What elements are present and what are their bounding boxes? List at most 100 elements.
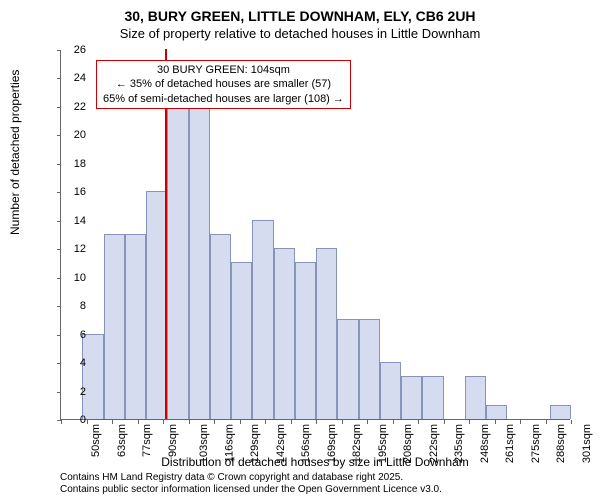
x-tick-mark [189,420,190,424]
histogram-bar [422,376,443,419]
x-tick-mark [495,420,496,424]
y-tick-mark [57,135,61,136]
histogram-bar [295,262,316,419]
x-tick-mark [240,420,241,424]
histogram-bar [486,405,507,419]
annotation-line3: 65% of semi-detached houses are larger (… [103,92,344,106]
x-tick-mark [444,420,445,424]
histogram-bar [82,334,103,419]
y-tick-label: 12 [62,243,86,255]
y-tick-mark [57,278,61,279]
x-tick-label: 248sqm [479,424,491,463]
x-tick-label: 275sqm [530,424,542,463]
x-tick-label: 77sqm [141,424,153,457]
histogram-bar [359,319,380,419]
x-tick-label: 182sqm [351,424,363,463]
y-tick-label: 20 [62,129,86,141]
annotation-box: 30 BURY GREEN: 104sqm← 35% of detached h… [96,60,351,109]
annotation-line2: ← 35% of detached houses are smaller (57… [103,77,344,91]
footer-line1: Contains HM Land Registry data © Crown c… [60,472,442,484]
y-tick-mark [57,164,61,165]
y-tick-label: 18 [62,158,86,170]
histogram-bar [146,191,167,419]
x-tick-mark [520,420,521,424]
x-tick-label: 50sqm [90,424,102,457]
histogram-bar [337,319,358,419]
x-tick-label: 208sqm [402,424,414,463]
footer-attribution: Contains HM Land Registry data © Crown c… [60,472,442,496]
chart-container: 30, BURY GREEN, LITTLE DOWNHAM, ELY, CB6… [0,0,600,500]
histogram-bar [231,262,252,419]
x-tick-mark [393,420,394,424]
x-tick-mark [418,420,419,424]
annotation-line1: 30 BURY GREEN: 104sqm [103,63,344,77]
x-tick-label: 195sqm [377,424,389,463]
y-tick-label: 8 [62,300,86,312]
y-axis-label: Number of detached properties [8,70,22,235]
x-tick-mark [316,420,317,424]
x-tick-mark [163,420,164,424]
x-tick-mark [367,420,368,424]
y-tick-label: 10 [62,272,86,284]
x-tick-label: 156sqm [300,424,312,463]
x-tick-label: 103sqm [198,424,210,463]
footer-line2: Contains public sector information licen… [60,484,442,496]
x-tick-label: 90sqm [167,424,179,457]
y-tick-label: 24 [62,72,86,84]
y-tick-label: 6 [62,329,86,341]
y-tick-label: 0 [62,414,86,426]
y-tick-label: 26 [62,44,86,56]
y-tick-mark [57,221,61,222]
plot-area: 30 BURY GREEN: 104sqm← 35% of detached h… [60,50,570,420]
x-tick-mark [342,420,343,424]
y-tick-label: 22 [62,101,86,113]
chart-title-line1: 30, BURY GREEN, LITTLE DOWNHAM, ELY, CB6… [0,8,600,24]
y-tick-label: 14 [62,215,86,227]
y-tick-label: 2 [62,386,86,398]
x-tick-mark [291,420,292,424]
x-tick-label: 169sqm [326,424,338,463]
histogram-bar [104,234,125,419]
histogram-bar [465,376,486,419]
x-axis-label: Distribution of detached houses by size … [60,455,570,469]
x-tick-mark [214,420,215,424]
x-tick-label: 288sqm [555,424,567,463]
y-tick-mark [57,192,61,193]
histogram-bar [274,248,295,419]
x-tick-label: 116sqm [223,424,235,462]
histogram-bar [401,376,422,419]
y-tick-mark [57,363,61,364]
x-tick-mark [112,420,113,424]
x-tick-mark [87,420,88,424]
y-tick-mark [57,107,61,108]
x-tick-label: 63sqm [116,424,128,457]
histogram-bar [167,106,188,419]
y-tick-label: 4 [62,357,86,369]
histogram-bar [210,234,231,419]
y-tick-mark [57,335,61,336]
histogram-bar [316,248,337,419]
y-tick-mark [57,78,61,79]
x-tick-label: 261sqm [504,424,516,463]
x-tick-mark [138,420,139,424]
y-tick-label: 16 [62,186,86,198]
x-tick-label: 142sqm [275,424,287,463]
histogram-bar [550,405,571,419]
chart-title-line2: Size of property relative to detached ho… [0,26,600,41]
x-tick-label: 222sqm [428,424,440,463]
histogram-bar [125,234,146,419]
histogram-bar [252,220,273,419]
x-tick-label: 235sqm [453,424,465,463]
histogram-bar [189,106,210,419]
x-tick-mark [265,420,266,424]
histogram-bar [380,362,401,419]
x-tick-mark [469,420,470,424]
x-tick-mark [571,420,572,424]
x-tick-mark [546,420,547,424]
y-tick-mark [57,249,61,250]
y-tick-mark [57,392,61,393]
y-tick-mark [57,50,61,51]
x-tick-label: 129sqm [249,424,261,463]
y-tick-mark [57,306,61,307]
x-tick-label: 301sqm [581,424,593,463]
